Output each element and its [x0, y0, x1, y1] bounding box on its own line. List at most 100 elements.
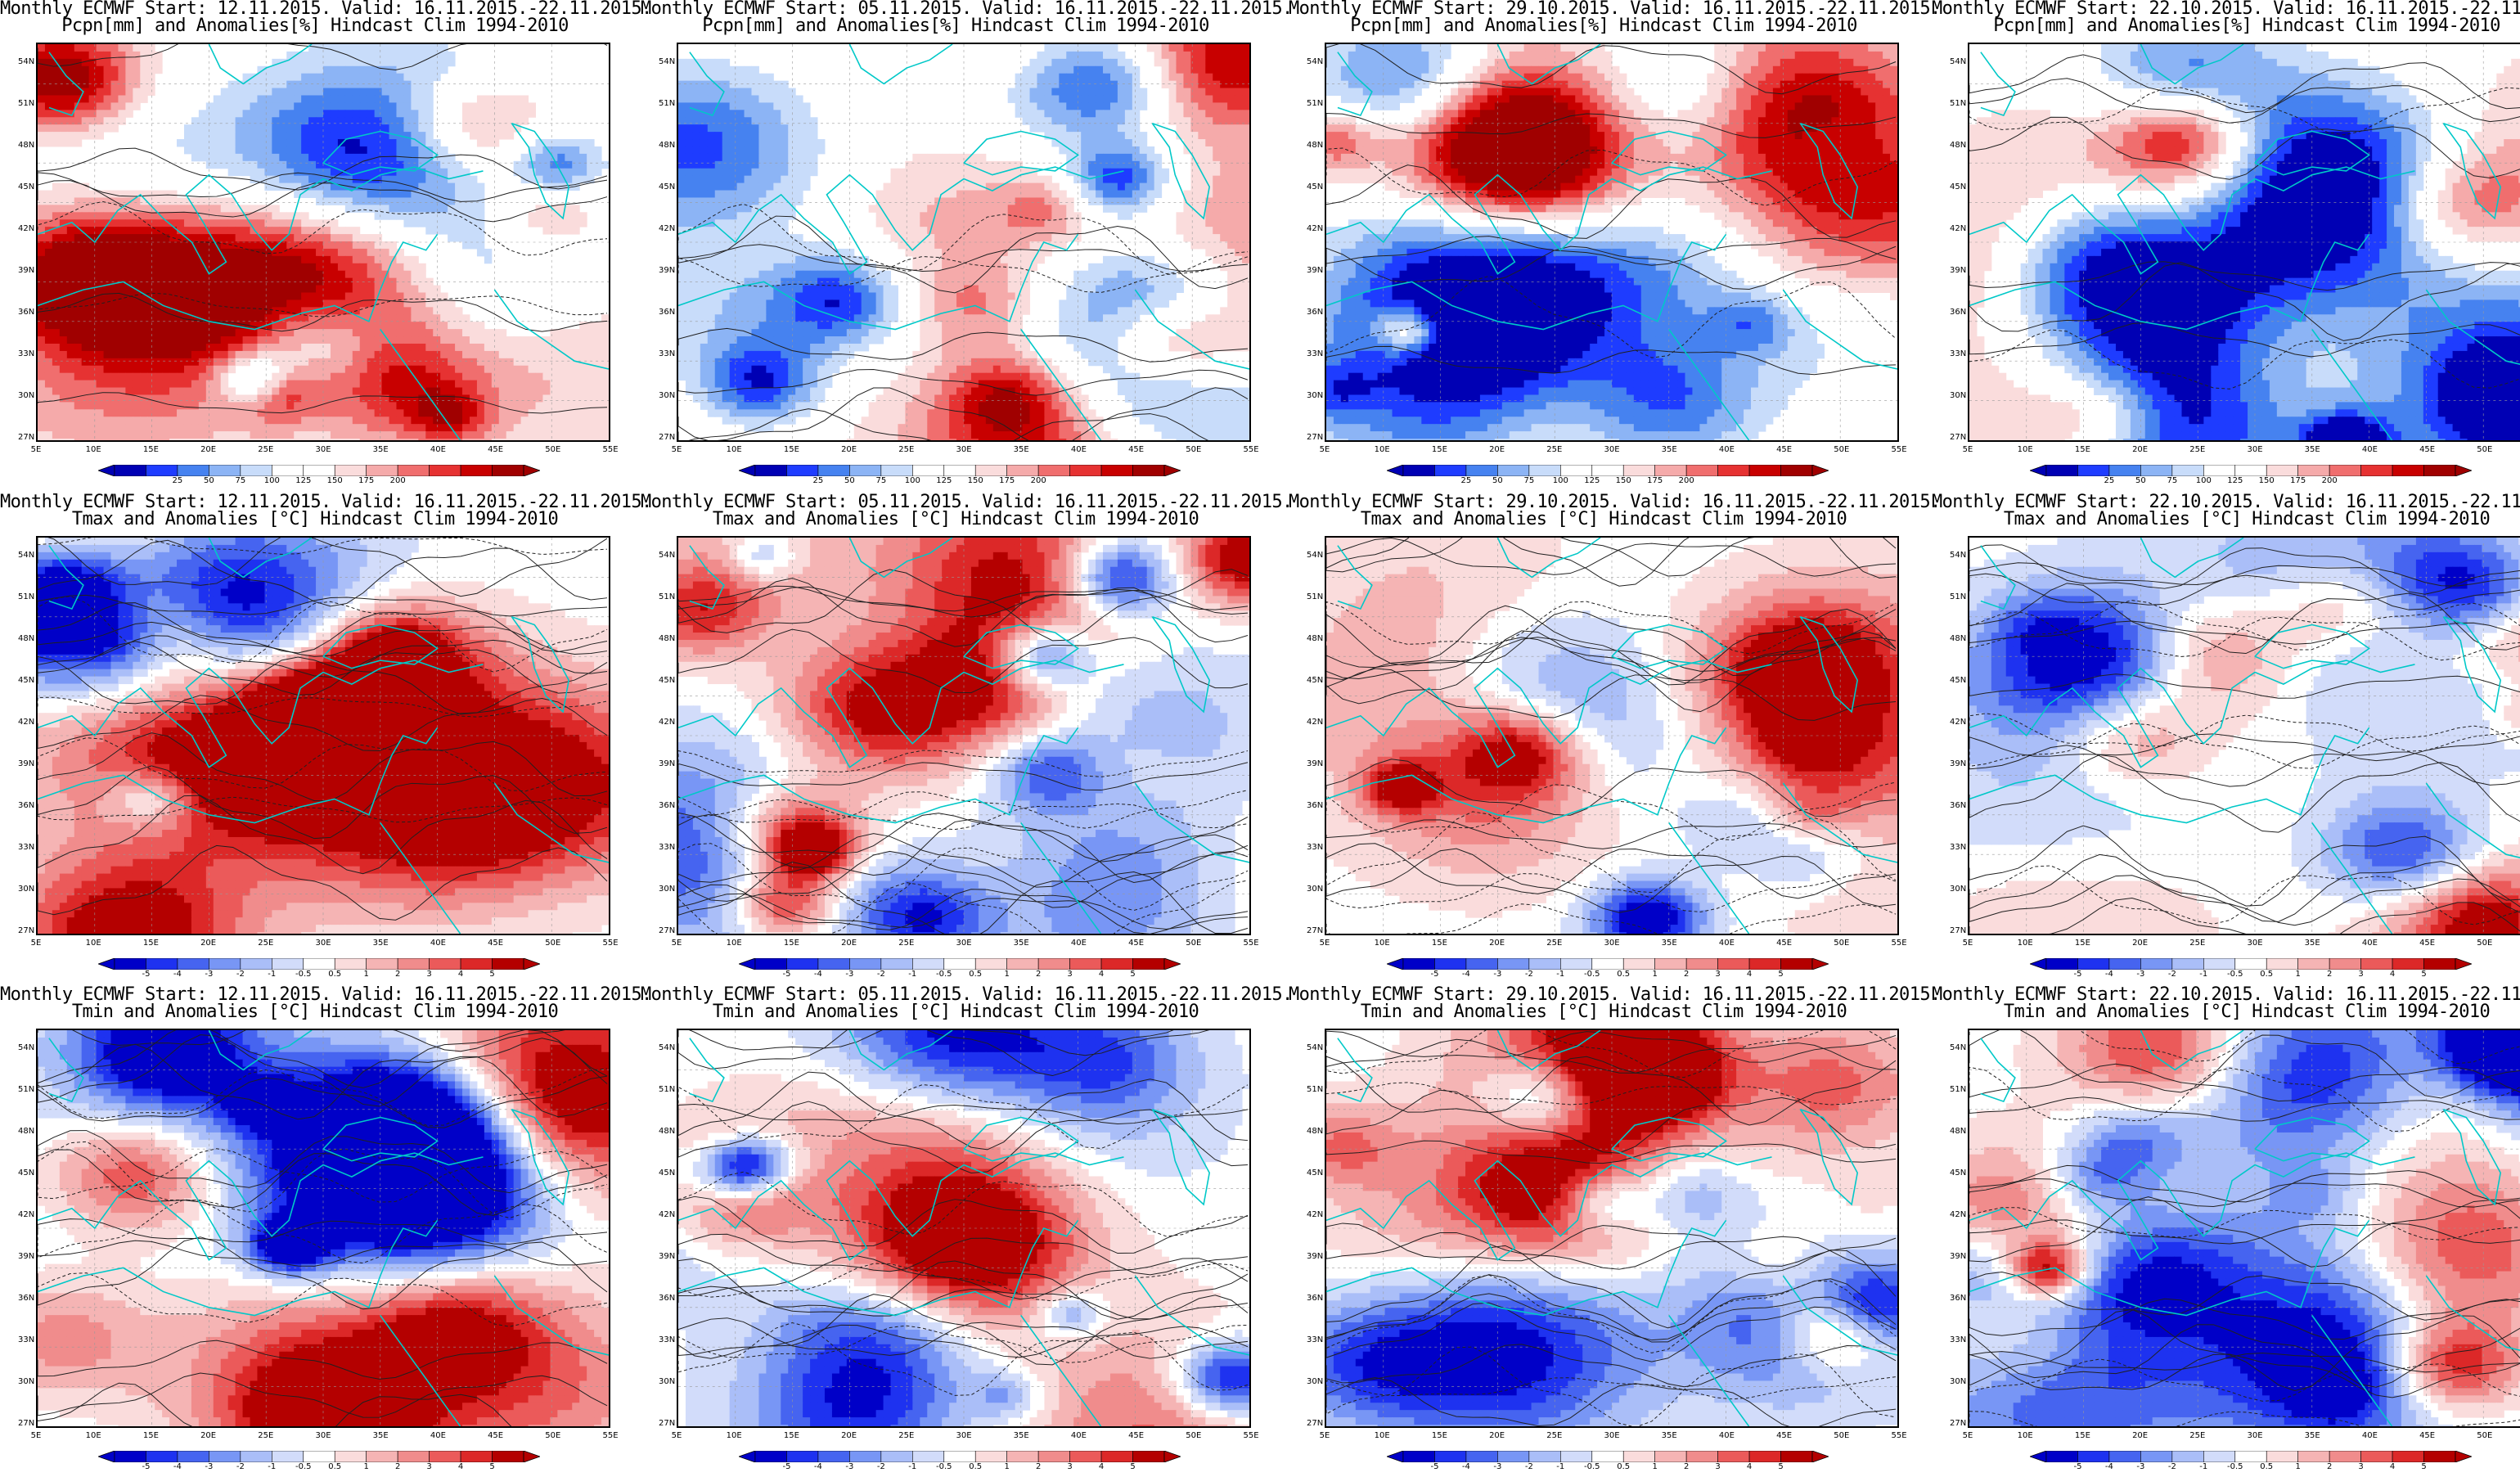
lon-tick-label: 10E [727, 1431, 742, 1440]
lat-tick-label: 51N [18, 99, 34, 108]
lat-tick-label: 39N [659, 759, 675, 768]
lon-tick-label: 55E [1891, 1431, 1906, 1440]
lon-tick-label: 25E [2189, 445, 2205, 454]
lat-tick-label: 30N [1950, 391, 1966, 400]
panel-title-line2: Tmin and Anomalies [°C] Hindcast Clim 19… [0, 1003, 630, 1021]
lat-tick-label: 36N [659, 308, 675, 317]
lon-tick-label: 20E [200, 1431, 216, 1440]
lat-tick-label: 39N [659, 1252, 675, 1261]
lat-tick-label: 27N [18, 1419, 34, 1428]
colorbar-tick-label: 200 [1031, 476, 1046, 485]
lon-tick-label: 55E [602, 939, 618, 948]
lat-tick-label: 30N [659, 1377, 675, 1386]
lon-tick-label: 35E [373, 445, 389, 454]
lon-tick-label: 35E [1014, 939, 1029, 948]
lon-tick-label: 25E [2189, 1431, 2205, 1440]
lat-tick-label: 33N [1307, 1335, 1323, 1344]
colorbar-tick-label: -0.5 [1584, 1462, 1600, 1471]
lon-tick-label: 30E [2247, 445, 2262, 454]
colorbar [739, 465, 1181, 476]
lat-tick-label: 33N [18, 1335, 34, 1344]
anomaly-shading [1326, 1030, 1897, 1426]
lon-tick-label: 15E [1432, 1431, 1447, 1440]
lon-tick-label: 50E [545, 445, 560, 454]
lon-tick-label: 30E [1604, 445, 1619, 454]
lat-tick-label: 39N [18, 266, 34, 275]
colorbar-tick-label: -2 [2168, 970, 2176, 979]
panel-title-line2: Tmax and Anomalies [°C] Hindcast Clim 19… [641, 511, 1271, 529]
colorbar-tick-label: -4 [814, 1462, 822, 1471]
lon-tick-label: 10E [1375, 1431, 1390, 1440]
map-field [36, 1029, 610, 1428]
colorbar-tick-label: -4 [1462, 1462, 1470, 1471]
lat-tick-label: 27N [1950, 433, 1966, 442]
lat-tick-label: 42N [1307, 224, 1323, 233]
lat-tick-label: 48N [659, 1127, 675, 1136]
lat-tick-label: 27N [1950, 1419, 1966, 1428]
map-field [36, 43, 610, 442]
colorbar-tick-label: 0.5 [1617, 970, 1630, 979]
lat-tick-label: 27N [18, 433, 34, 442]
lon-tick-label: 40E [430, 939, 446, 948]
lat-tick-label: 51N [18, 592, 34, 601]
colorbar-tick-label: -5 [1430, 970, 1438, 979]
colorbar-tick-label: -4 [814, 970, 822, 979]
lat-tick-label: 45N [1307, 676, 1323, 685]
colorbar-tick-label: 3 [1715, 1462, 1720, 1471]
lon-tick-label: 20E [2132, 1431, 2148, 1440]
anomaly-shading [1326, 44, 1897, 440]
lat-tick-label: 54N [659, 1043, 675, 1052]
lat-tick-label: 54N [659, 57, 675, 66]
panel-title-line2: Tmax and Anomalies [°C] Hindcast Clim 19… [0, 511, 630, 529]
lon-tick-label: 20E [200, 939, 216, 948]
colorbar-tick-label: -1 [2199, 1462, 2207, 1471]
panel-title-line2: Pcpn[mm] and Anomalies[%] Hindcast Clim … [1932, 17, 2520, 35]
lat-tick-label: 42N [1307, 1210, 1323, 1219]
map-field [1325, 1029, 1899, 1428]
colorbar [98, 465, 540, 476]
colorbar-tick-label: -1 [1556, 970, 1564, 979]
lon-tick-label: 50E [545, 939, 560, 948]
lon-tick-label: 15E [143, 445, 159, 454]
lat-tick-label: 27N [659, 926, 675, 935]
lon-tick-label: 35E [1662, 939, 1677, 948]
lon-tick-label: 35E [1662, 445, 1677, 454]
lat-tick-label: 30N [1950, 1377, 1966, 1386]
lat-tick-label: 48N [18, 1127, 34, 1136]
lon-tick-label: 35E [373, 1431, 389, 1440]
lat-tick-label: 30N [18, 885, 34, 894]
map-field [677, 536, 1251, 935]
lon-tick-label: 45E [2419, 445, 2435, 454]
lat-tick-label: 48N [659, 634, 675, 643]
colorbar-tick-label: -3 [845, 1462, 853, 1471]
lat-tick-label: 30N [659, 391, 675, 400]
lat-tick-label: 36N [18, 308, 34, 317]
lat-tick-label: 54N [1307, 57, 1323, 66]
colorbar-tick-label: 0.5 [2260, 1462, 2273, 1471]
colorbar-tick-label: -2 [1525, 1462, 1533, 1471]
lon-tick-label: 35E [1014, 1431, 1029, 1440]
lon-tick-label: 10E [86, 1431, 101, 1440]
colorbar-tick-label: 2 [1036, 970, 1041, 979]
lon-tick-label: 5E [672, 939, 682, 948]
anomaly-shading [38, 538, 609, 934]
lon-tick-label: 25E [1546, 445, 1562, 454]
lon-tick-label: 55E [602, 445, 618, 454]
anomaly-shading [38, 44, 609, 440]
colorbar-tick-label: 4 [1099, 1462, 1104, 1471]
colorbar-tick-label: 150 [2259, 476, 2275, 485]
colorbar-tick-label: 150 [968, 476, 983, 485]
lat-tick-label: 27N [659, 433, 675, 442]
lon-tick-label: 25E [898, 445, 914, 454]
lat-tick-label: 39N [1950, 1252, 1966, 1261]
lon-tick-label: 50E [2477, 1431, 2492, 1440]
colorbar-tick-label: 150 [327, 476, 343, 485]
lat-tick-label: 42N [1307, 718, 1323, 727]
colorbar-tick-label: -0.5 [1584, 970, 1600, 979]
lat-tick-label: 27N [1307, 926, 1323, 935]
lat-tick-label: 36N [18, 801, 34, 810]
colorbar-tick-label: -2 [877, 970, 885, 979]
panel-title-line2: Pcpn[mm] and Anomalies[%] Hindcast Clim … [641, 17, 1271, 35]
anomaly-shading [1969, 44, 2520, 440]
